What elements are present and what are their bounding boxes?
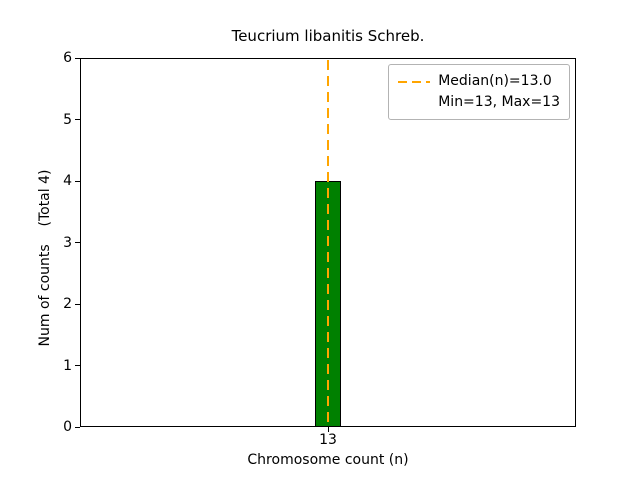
legend-label-median: Median(n)=13.0 [438, 73, 552, 89]
y-tick-label: 0 [63, 419, 72, 435]
y-tick-mark [75, 242, 80, 243]
x-tick-mark [327, 427, 329, 432]
y-tick-mark [75, 119, 80, 120]
legend-item-median: Median(n)=13.0 [398, 71, 560, 92]
y-tick-mark [75, 303, 80, 305]
y-tick-label: 2 [63, 296, 72, 312]
median-line-sample-icon [398, 80, 431, 83]
x-tick-label: 13 [319, 432, 337, 448]
y-tick-label: 1 [63, 357, 72, 374]
y-tick-mark [75, 426, 80, 428]
chart-title: Teucrium libanitis Schreb. [231, 27, 425, 45]
legend-empty-sample [398, 102, 430, 104]
legend-label-minmax: Min=13, Max=13 [438, 94, 560, 110]
y-tick-mark [75, 180, 80, 182]
y-tick-mark [75, 365, 80, 366]
y-tick-label: 6 [63, 50, 72, 66]
y-tick-label: 3 [63, 234, 72, 251]
y-tick-label: 5 [63, 111, 72, 128]
median-line [327, 60, 329, 426]
y-tick-mark [75, 57, 80, 59]
y-tick-label: 4 [63, 173, 72, 189]
legend: Median(n)=13.0 Min=13, Max=13 [388, 64, 570, 120]
legend-item-minmax: Min=13, Max=13 [398, 92, 560, 113]
x-axis-label: Chromosome count (n) [247, 452, 409, 468]
